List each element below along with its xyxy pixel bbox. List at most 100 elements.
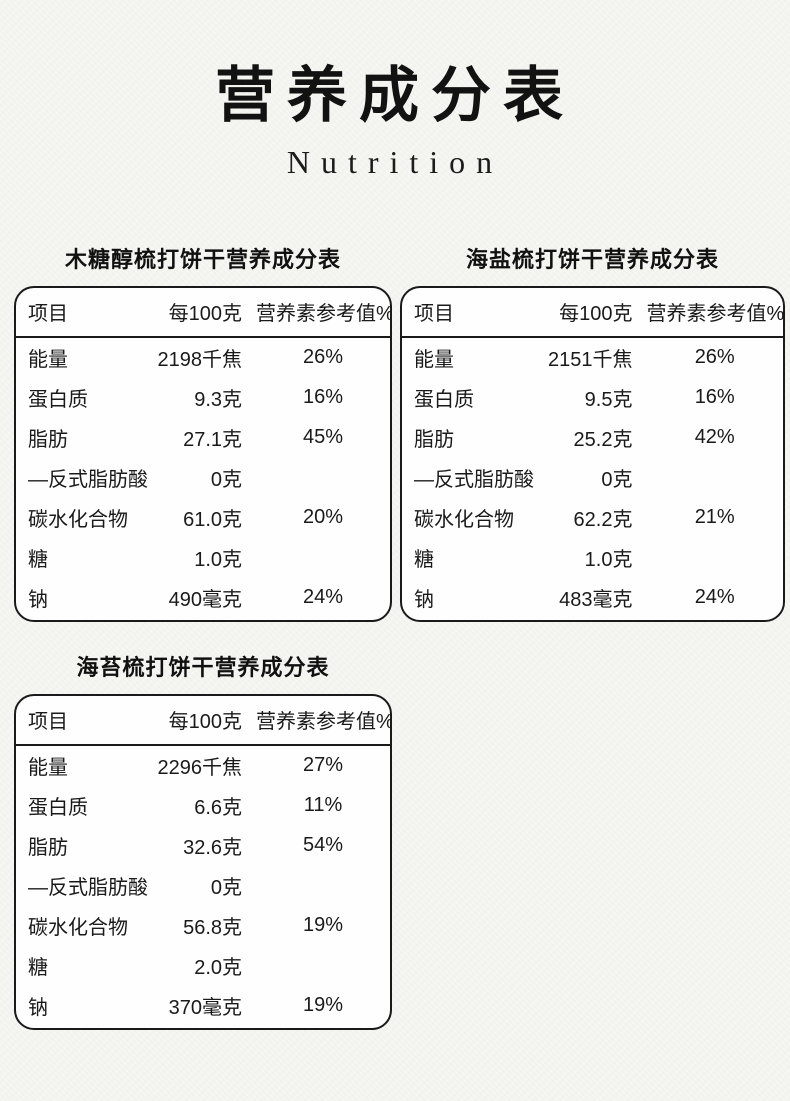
nutrient-row: 糖 1.0克 (402, 538, 783, 578)
nutrient-amount: 6.6克 (194, 797, 243, 820)
nutrient-name: 碳水化合物 (414, 509, 514, 532)
nutrient-row: 钠 483毫克 24% (402, 578, 783, 618)
nutrient-nrv: 45% (303, 426, 344, 449)
column-header-item: 项目 (414, 303, 454, 326)
nutrient-amount: 1.0克 (194, 549, 243, 572)
page-header: 营养成分表 Nutrition (0, 0, 790, 184)
nutrient-name: 钠 (28, 997, 48, 1020)
nutrient-name: 钠 (414, 589, 434, 612)
nutrient-amount: 0克 (210, 469, 243, 492)
nutrient-row: 碳水化合物 62.2克 21% (402, 498, 783, 538)
nutrient-amount: 62.2克 (573, 509, 633, 532)
nutrient-row: 蛋白质 6.6克 11% (16, 786, 390, 826)
table-body: 能量 2198千焦 26% 蛋白质 9.3克 16% 脂肪 27.1克 45% —反式脂肪酸 0克碳… (16, 338, 390, 620)
nutrient-name: 能量 (28, 757, 68, 780)
nutrient-name: —反式脂肪酸 (414, 469, 534, 492)
page-title: 营养成分表 (215, 63, 575, 129)
nutrient-row: 钠 370毫克 19% (16, 986, 390, 1026)
nutrient-amount: 2.0克 (194, 957, 243, 980)
table-title-xylitol: 木糖醇梳打饼干营养成分表 (64, 246, 341, 272)
nutrient-row: 碳水化合物 61.0克 20% (16, 498, 390, 538)
nutrient-row: 糖 1.0克 (16, 538, 390, 578)
nutrient-name: 脂肪 (28, 429, 68, 452)
column-header-nrv: 营养素参考值% (646, 303, 785, 326)
nutrient-name: 蛋白质 (28, 389, 88, 412)
nutrient-name: 蛋白质 (28, 797, 88, 820)
nutrient-amount: 25.2克 (573, 429, 633, 452)
column-header-item: 项目 (28, 303, 68, 326)
nutrient-name: 糖 (28, 957, 48, 980)
nutrient-amount: 27.1克 (183, 429, 243, 452)
nutrient-row: —反式脂肪酸 0克 (16, 866, 390, 906)
nutrient-name: 能量 (414, 349, 454, 372)
nutrient-amount: 1.0克 (584, 549, 633, 572)
nutrient-amount: 2151千焦 (547, 349, 633, 372)
nutrient-name: 蛋白质 (414, 389, 474, 412)
table-header-row: 项目 每100克 营养素参考值% (16, 696, 390, 746)
nutrient-row: 钠 490毫克 24% (16, 578, 390, 618)
nutrient-row: 蛋白质 9.3克 16% (16, 378, 390, 418)
column-header-per100g: 每100克 (559, 303, 633, 326)
nutrient-row: —反式脂肪酸 0克 (16, 458, 390, 498)
nutrient-nrv: 27% (303, 754, 344, 777)
nutrient-nrv: 21% (694, 506, 735, 529)
nutrient-nrv: 16% (694, 386, 735, 409)
nutrient-nrv: 26% (694, 346, 735, 369)
nutrient-nrv: 24% (303, 586, 344, 609)
table-title-seasalt: 海盐梳打饼干营养成分表 (465, 246, 719, 272)
nutrient-amount: 32.6克 (183, 837, 243, 860)
nutrient-amount: 0克 (210, 877, 243, 900)
nutrient-amount: 370毫克 (168, 997, 243, 1020)
nutrient-name: —反式脂肪酸 (28, 469, 148, 492)
nutrient-name: 糖 (28, 549, 48, 572)
column-header-nrv: 营养素参考值% (256, 711, 392, 734)
nutrition-facts-box: 项目 每100克 营养素参考值% 能量 2151千焦 26% 蛋白质 9.5克 16% 脂肪… (400, 285, 785, 622)
nutrient-name: 碳水化合物 (28, 917, 128, 940)
bottom-tables-row: 海苔梳打饼干营养成分表 项目 每100克 营养素参考值% 能量 2296千焦 27%… (14, 650, 785, 1030)
nutrient-nrv: 42% (694, 426, 735, 449)
nutrient-name: —反式脂肪酸 (28, 877, 148, 900)
nutrient-nrv: 20% (303, 506, 344, 529)
table-header-row: 项目 每100克 营养素参考值% (16, 288, 390, 338)
table-title-seaweed: 海苔梳打饼干营养成分表 (76, 654, 330, 680)
nutrient-row: 能量 2198千焦 26% (16, 338, 390, 378)
table-body: 能量 2151千焦 26% 蛋白质 9.5克 16% 脂肪 25.2克 42% —反式脂肪酸 0克碳… (402, 338, 783, 620)
nutrient-amount: 9.5克 (584, 389, 633, 412)
nutrient-nrv: 19% (303, 914, 344, 937)
table-body: 能量 2296千焦 27% 蛋白质 6.6克 11% 脂肪 32.6克 54% —反式脂肪酸 0克碳… (16, 746, 390, 1028)
nutrient-row: 脂肪 25.2克 42% (402, 418, 783, 458)
nutrient-amount: 61.0克 (183, 509, 243, 532)
nutrient-row: 糖 2.0克 (16, 946, 390, 986)
top-tables-row: 木糖醇梳打饼干营养成分表 项目 每100克 营养素参考值% 能量 2198千焦 26… (14, 242, 785, 622)
nutrient-nrv: 16% (303, 386, 344, 409)
column-header-nrv: 营养素参考值% (256, 303, 392, 326)
page-subtitle: Nutrition (286, 144, 504, 180)
nutrition-facts-box: 项目 每100克 营养素参考值% 能量 2296千焦 27% 蛋白质 6.6克 11% 脂肪… (14, 693, 392, 1030)
nutrient-amount: 0克 (601, 469, 633, 492)
nutrient-name: 能量 (28, 349, 68, 372)
table-header-row: 项目 每100克 营养素参考值% (402, 288, 783, 338)
column-header-per100g: 每100克 (168, 711, 243, 734)
nutrition-facts-box: 项目 每100克 营养素参考值% 能量 2198千焦 26% 蛋白质 9.3克 16% 脂肪… (14, 285, 392, 622)
nutrient-amount: 490毫克 (168, 589, 243, 612)
nutrient-nrv: 24% (694, 586, 735, 609)
column-header-per100g: 每100克 (168, 303, 243, 326)
nutrient-row: 脂肪 32.6克 54% (16, 826, 390, 866)
nutrient-nrv: 54% (303, 834, 344, 857)
nutrient-amount: 2198千焦 (157, 349, 243, 372)
nutrition-table-seasalt: 海盐梳打饼干营养成分表 项目 每100克 营养素参考值% 能量 2151千焦 26%… (400, 242, 785, 622)
nutrition-table-seaweed: 海苔梳打饼干营养成分表 项目 每100克 营养素参考值% 能量 2296千焦 27%… (14, 650, 392, 1030)
nutrient-amount: 9.3克 (194, 389, 243, 412)
nutrient-amount: 2296千焦 (157, 757, 243, 780)
nutrient-row: 能量 2151千焦 26% (402, 338, 783, 378)
nutrient-row: 蛋白质 9.5克 16% (402, 378, 783, 418)
nutrient-row: 碳水化合物 56.8克 19% (16, 906, 390, 946)
nutrient-name: 脂肪 (414, 429, 454, 452)
nutrient-name: 糖 (414, 549, 434, 572)
nutrient-nrv: 26% (303, 346, 344, 369)
nutrient-name: 脂肪 (28, 837, 68, 860)
column-header-item: 项目 (28, 711, 68, 734)
nutrient-amount: 483毫克 (559, 589, 633, 612)
nutrient-nrv: 11% (303, 794, 343, 817)
nutrient-row: —反式脂肪酸 0克 (402, 458, 783, 498)
